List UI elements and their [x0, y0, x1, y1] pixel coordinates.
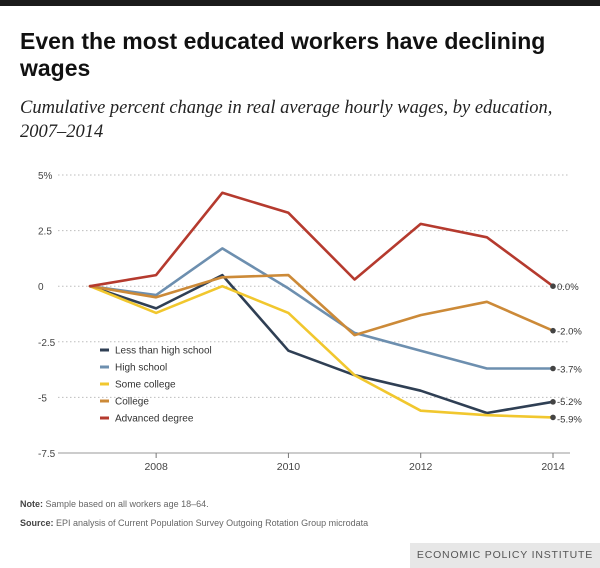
y-tick-label: -5	[38, 393, 47, 404]
series-end-label: -2.0%	[557, 327, 582, 338]
series-line	[88, 273, 555, 415]
series-end-dot	[550, 399, 556, 405]
top-rule	[0, 0, 600, 6]
x-tick-label: 2008	[144, 461, 168, 473]
series-end-label: -3.7%	[557, 364, 582, 375]
series-line	[88, 191, 555, 288]
x-tick-label: 2010	[277, 461, 301, 473]
y-tick-label: 2.5	[38, 227, 52, 238]
x-tick-label: 2012	[409, 461, 433, 473]
chart-note: Note: Sample based on all workers age 18…	[20, 499, 209, 509]
series-end-label: -5.2%	[557, 397, 582, 408]
y-tick-label: -2.5	[38, 338, 56, 349]
y-tick-label: 5%	[38, 171, 53, 182]
note-label: Note:	[20, 499, 43, 509]
source-label: Source:	[20, 518, 54, 528]
series-end-dot	[550, 327, 556, 334]
y-tick-label: 0	[38, 282, 44, 293]
chart-title: Even the most educated workers have decl…	[20, 28, 546, 81]
series-end-label: -5.9%	[557, 414, 582, 425]
series-end-dot	[550, 365, 556, 372]
note-text: Sample based on all workers age 18–64.	[43, 499, 209, 509]
series-end-label: 0.0%	[557, 282, 579, 293]
legend-label: High school	[115, 363, 167, 374]
publisher-footer: ECONOMIC POLICY INSTITUTE	[410, 543, 600, 568]
source-text: EPI analysis of Current Population Surve…	[53, 518, 369, 528]
legend-label: Advanced degree	[115, 414, 194, 425]
chart-subtitle: Cumulative percent change in real averag…	[20, 98, 553, 142]
legend-label: Less than high school	[115, 346, 212, 357]
y-tick-label: -7.5	[38, 449, 56, 460]
series-line	[88, 273, 555, 337]
legend-label: Some college	[115, 380, 176, 391]
series-end-dot	[550, 283, 556, 289]
line-chart: 5% 2.5 0 -2.5 -5 -7.5 2008 2010 2012 2014 -5.2% -3.…	[38, 171, 582, 473]
chart-source: Source: EPI analysis of Current Populati…	[20, 518, 368, 528]
x-tick-label: 2014	[541, 461, 565, 473]
series-end-dot	[550, 414, 556, 421]
legend-label: College	[115, 397, 149, 408]
series-line	[88, 247, 555, 370]
series-line	[88, 284, 555, 419]
